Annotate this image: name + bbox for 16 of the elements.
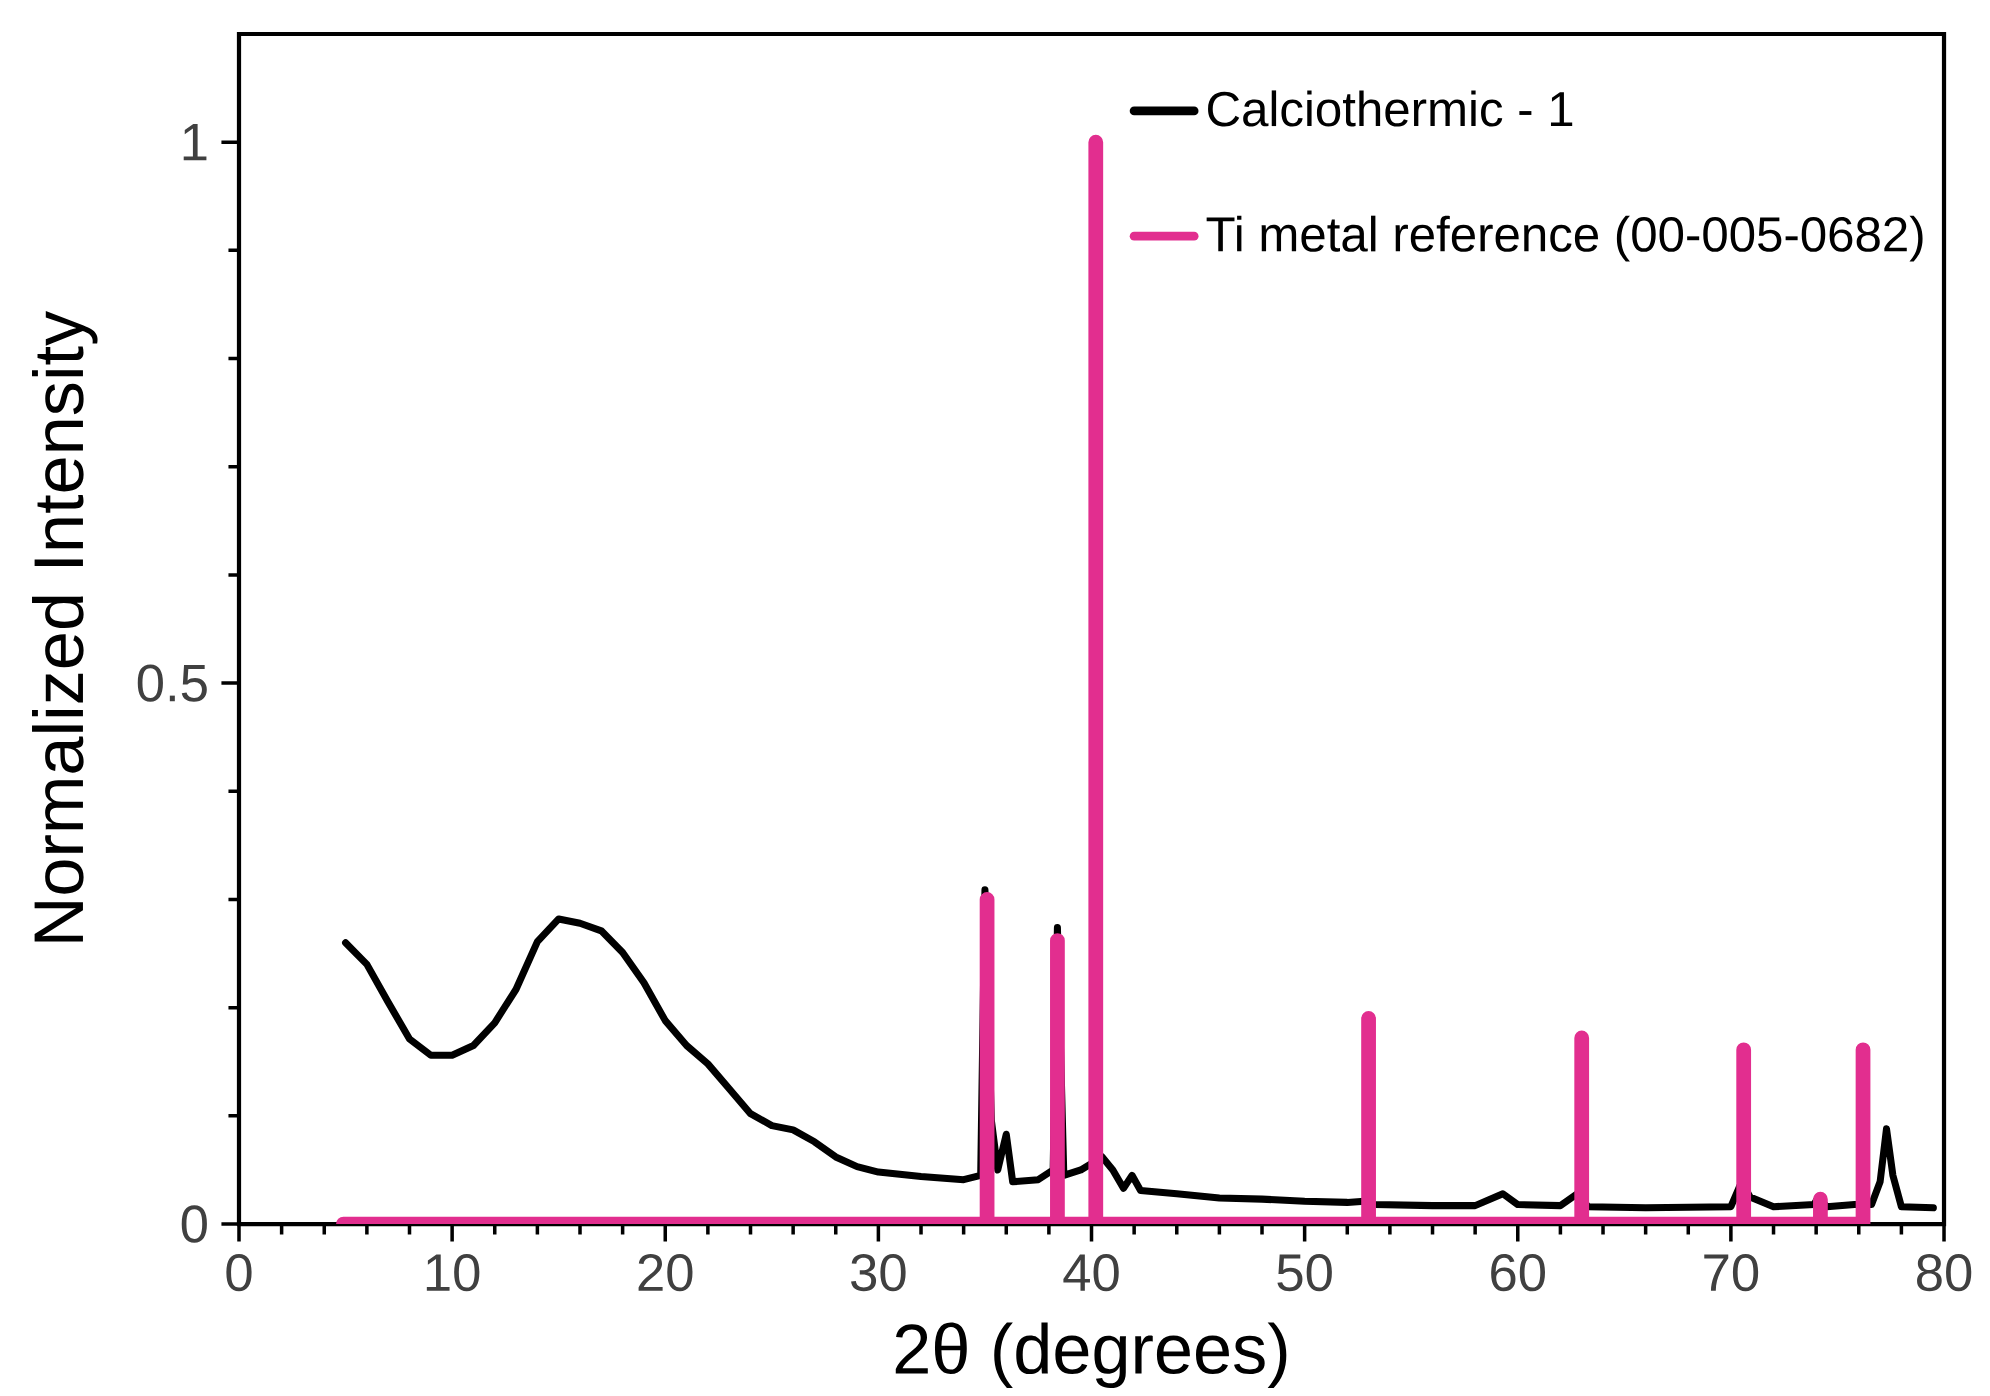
x-tick-label: 60	[1491, 1254, 1545, 1292]
x-tick-label: 30	[851, 1254, 906, 1292]
x-tick-label: 70	[1704, 1254, 1759, 1292]
legend-label: Calciothermic - 1	[1208, 90, 1573, 127]
x-tick-label: 10	[426, 1254, 480, 1292]
x-axis-title: 2θ (degrees)	[895, 1322, 1287, 1389]
y-tick-label: 0	[181, 1205, 207, 1243]
x-tick-label: 50	[1277, 1254, 1332, 1292]
x-tick-label: 80	[1917, 1254, 1972, 1292]
x-tick-label: 40	[1063, 1254, 1119, 1292]
x-tick-label: 0	[226, 1254, 252, 1292]
legend-label: Ti metal reference (00-005-0682)	[1206, 215, 1923, 262]
y-axis-title: Normalized Intensity	[32, 310, 98, 942]
y-tick-label: 0.5	[137, 664, 207, 702]
y-tick-label: 1	[183, 124, 207, 161]
x-tick-label: 20	[638, 1254, 693, 1292]
